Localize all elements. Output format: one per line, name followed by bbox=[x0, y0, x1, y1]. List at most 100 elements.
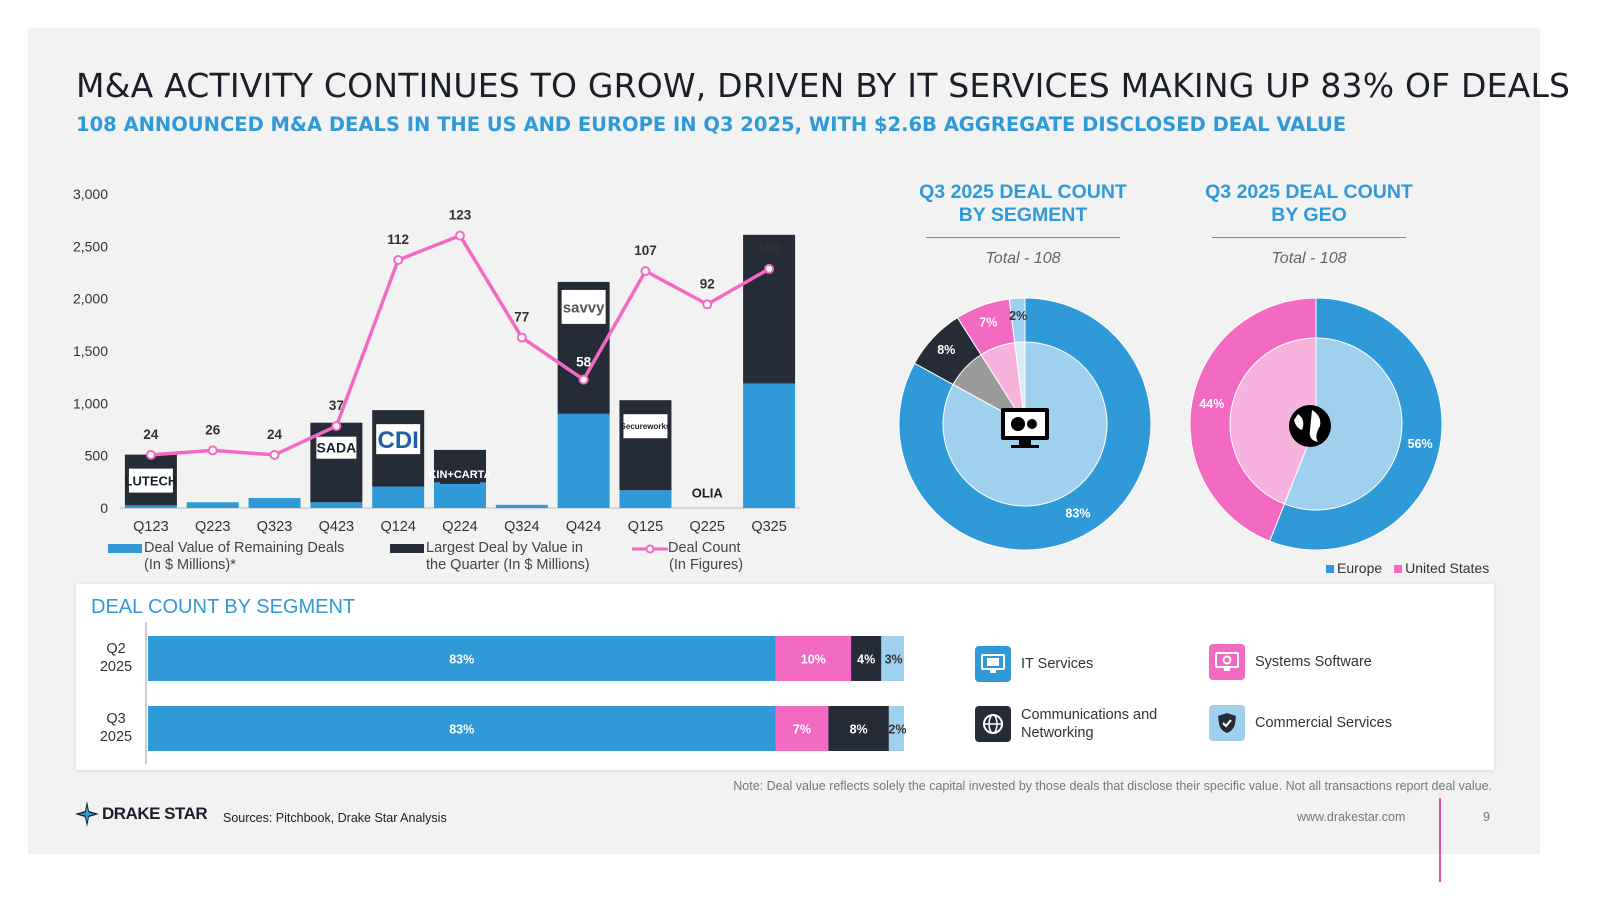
hbar-category-label: Q2 bbox=[106, 641, 125, 657]
deal-logo-text: KIN+CARTA bbox=[428, 469, 491, 481]
pie-value-label: 2% bbox=[1009, 309, 1027, 323]
deal-logo-text: Secureworks bbox=[621, 422, 671, 431]
monitor-base bbox=[1011, 445, 1039, 448]
pie-segment-total: Total - 108 bbox=[985, 250, 1061, 267]
bar-remaining bbox=[619, 490, 672, 508]
legend-label: Deal Value of Remaining Deals bbox=[144, 540, 345, 556]
y-tick-label: 0 bbox=[100, 500, 108, 516]
deal-logo-box bbox=[561, 289, 606, 324]
deal-count-label: 37 bbox=[329, 398, 344, 413]
page-title: M&A ACTIVITY CONTINUES TO GROW, DRIVEN B… bbox=[76, 66, 1571, 105]
pie-value-label: 83% bbox=[1065, 507, 1090, 521]
bar-remaining bbox=[434, 482, 486, 508]
deal-count-point bbox=[207, 445, 218, 456]
segment-legend-label: Communications and Networking bbox=[1021, 706, 1157, 742]
legend-label-sub: (In Figures) bbox=[669, 557, 744, 573]
hbar-segment bbox=[851, 636, 882, 681]
deal-logo-text: CDI bbox=[378, 427, 419, 454]
hbar-segment bbox=[148, 636, 776, 681]
deal-logo-box bbox=[623, 414, 668, 439]
shield-icon bbox=[1209, 705, 1245, 741]
pie-geo-rule bbox=[1212, 237, 1406, 238]
panel-title: DEAL COUNT BY SEGMENT bbox=[91, 596, 356, 618]
accent-line bbox=[1439, 798, 1441, 882]
legend-swatch-blue bbox=[108, 544, 142, 553]
x-tick-label: Q423 bbox=[319, 519, 354, 535]
pie-chart-segment: 83% 8% 7% 2% bbox=[898, 297, 1152, 551]
deal-logo-box bbox=[128, 468, 173, 493]
website-link[interactable]: www.drakestar.com bbox=[1297, 810, 1406, 824]
hbar-category-label: 2025 bbox=[100, 659, 132, 675]
y-tick-label: 1,000 bbox=[73, 395, 108, 411]
hbar-value-label: 3% bbox=[885, 653, 903, 667]
x-tick-label: Q225 bbox=[690, 519, 725, 535]
monitor-icon bbox=[975, 646, 1011, 682]
hbar-segment bbox=[888, 706, 904, 751]
x-tick-label: Q124 bbox=[380, 519, 415, 535]
legend-swatch-dark bbox=[390, 544, 424, 553]
pie-title-line: BY GEO bbox=[1271, 204, 1347, 226]
gear-icon-small bbox=[1027, 419, 1037, 429]
deal-count-line bbox=[150, 233, 770, 457]
sources: Sources: Pitchbook, Drake Star Analysis bbox=[223, 811, 447, 825]
page-number: 9 bbox=[1483, 810, 1490, 824]
globe-icon bbox=[1289, 405, 1331, 447]
x-tick-label: Q224 bbox=[442, 519, 477, 535]
bar-remaining bbox=[495, 504, 548, 508]
pie-value-label: 44% bbox=[1199, 397, 1224, 411]
x-tick-label: Q125 bbox=[628, 519, 663, 535]
monitor-stand bbox=[1019, 440, 1031, 445]
deal-count-point bbox=[145, 449, 156, 460]
bar-largest bbox=[619, 400, 672, 491]
hbar-value-label: 4% bbox=[857, 653, 875, 667]
pie-slice-inner bbox=[1229, 337, 1317, 505]
legend-label: Largest Deal by Value in bbox=[426, 540, 583, 556]
comms-line1: Communications and bbox=[1021, 707, 1158, 723]
deal-count-label: 92 bbox=[700, 276, 715, 291]
geo-legend-europe: Europe bbox=[1326, 560, 1382, 576]
segment-legend-label: IT Services bbox=[1021, 656, 1094, 672]
deal-count-point bbox=[516, 332, 527, 343]
page-subtitle: 108 ANNOUNCED M&A DEALS IN THE US AND EU… bbox=[76, 113, 1347, 136]
segment-legend-label: Commercial Services bbox=[1255, 715, 1392, 731]
deal-count-point bbox=[455, 230, 465, 241]
hbar-segment bbox=[148, 706, 776, 751]
pie-value-label: 8% bbox=[937, 343, 955, 357]
deal-count-label: 26 bbox=[205, 422, 221, 437]
bar-remaining bbox=[248, 498, 301, 508]
pie-geo-title: Q3 2025 DEAL COUNT BY GEO bbox=[1189, 181, 1429, 227]
deal-logo-text: SADA bbox=[317, 440, 357, 456]
x-tick-label: Q324 bbox=[504, 519, 539, 535]
y-tick-label: 2,500 bbox=[73, 238, 108, 254]
deal-logo-box bbox=[316, 436, 357, 459]
hbar-segment bbox=[881, 636, 904, 681]
star-icon bbox=[75, 801, 99, 827]
bar-remaining bbox=[372, 486, 425, 508]
hbar-segment bbox=[775, 706, 829, 751]
hbar-value-label: 2% bbox=[888, 723, 906, 737]
software-monitor-icon bbox=[1209, 644, 1245, 680]
legend-item-largest: Largest Deal by Value in the Quarter (In… bbox=[390, 540, 590, 574]
footnote: Note: Deal value reflects solely the cap… bbox=[733, 779, 1492, 793]
deal-count-point bbox=[578, 374, 589, 385]
deal-count-label: 112 bbox=[387, 232, 409, 247]
bar-chart: 0 500 1,000 1,500 2,000 2,500 3,000 Q123 LUTECH Q… bbox=[73, 186, 800, 535]
legend-label-sub: (In $ Millions)* bbox=[144, 557, 236, 573]
hbar-value-label: 83% bbox=[449, 653, 474, 667]
deal-count-point bbox=[269, 449, 280, 460]
bar-remaining bbox=[186, 502, 239, 508]
geo-legend-us: United States bbox=[1394, 560, 1489, 576]
legend-label: Deal Count bbox=[668, 540, 741, 556]
pie-value-label: 7% bbox=[979, 315, 997, 329]
x-tick-label: Q223 bbox=[195, 519, 230, 535]
pie-segment-title: Q3 2025 DEAL COUNT BY SEGMENT bbox=[903, 181, 1143, 227]
legend-item-remaining: Deal Value of Remaining Deals (In $ Mill… bbox=[108, 540, 344, 574]
deal-count-label: 123 bbox=[449, 208, 472, 223]
deal-count-label: 24 bbox=[143, 427, 159, 442]
bar-largest bbox=[743, 234, 796, 384]
segment-legend-commercial: Commercial Services bbox=[1209, 705, 1392, 741]
y-tick-label: 500 bbox=[85, 448, 109, 464]
deal-count-point bbox=[331, 421, 342, 432]
network-icon bbox=[975, 706, 1011, 742]
logo-text: DRAKE STAR bbox=[102, 804, 208, 823]
